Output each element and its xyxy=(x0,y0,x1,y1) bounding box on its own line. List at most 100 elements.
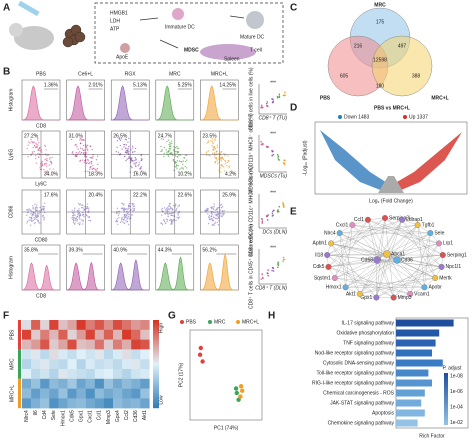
dot xyxy=(134,164,137,166)
dot xyxy=(28,208,30,210)
gene-label: Cd36 xyxy=(133,410,139,422)
cell-label: ApoE xyxy=(116,54,129,60)
heatmap-cell xyxy=(49,369,59,379)
gene-label: Il6 xyxy=(33,410,39,416)
dot xyxy=(37,214,39,216)
heatmap-cell xyxy=(40,388,50,399)
heatmap-cell xyxy=(85,339,95,350)
dot xyxy=(32,219,35,221)
gate-percent: 44.3% xyxy=(158,247,173,253)
summary-dot xyxy=(277,263,279,266)
dot xyxy=(83,215,85,218)
dot xyxy=(42,215,44,217)
dot xyxy=(74,222,76,224)
dot xyxy=(226,164,228,167)
legend-label: MRC xyxy=(214,319,226,325)
summary-dot xyxy=(261,220,264,223)
dot xyxy=(37,139,39,141)
dot xyxy=(44,144,46,147)
summary-dot xyxy=(282,94,285,97)
gene-node xyxy=(324,252,331,258)
dot xyxy=(128,202,131,205)
gene-label: Mertk xyxy=(439,275,452,281)
dot xyxy=(183,157,186,159)
summary-dot xyxy=(278,95,281,97)
dot xyxy=(34,217,36,220)
dot xyxy=(207,210,209,212)
heatmap-cell xyxy=(113,378,123,389)
dot xyxy=(169,206,171,208)
dot xyxy=(43,205,45,208)
edge xyxy=(376,259,394,298)
heatmap-cell xyxy=(85,359,95,370)
gene-label: Mmp3 xyxy=(398,295,412,301)
heatmap-cell xyxy=(113,320,123,330)
heatmap-cell xyxy=(58,349,68,360)
dot xyxy=(27,155,29,158)
dot xyxy=(169,207,171,210)
dot xyxy=(30,154,32,157)
dot xyxy=(77,213,80,215)
point xyxy=(200,359,205,364)
edge xyxy=(328,266,394,298)
gene-label: Nlrc4 xyxy=(324,230,336,236)
histogram xyxy=(155,256,194,291)
dot xyxy=(163,220,166,222)
immature-dc xyxy=(172,8,184,20)
heatmap-cell xyxy=(22,398,32,409)
dot xyxy=(85,162,88,165)
dot xyxy=(79,137,82,140)
dot xyxy=(134,170,137,173)
flow-plot xyxy=(66,130,105,179)
dot xyxy=(138,161,140,163)
edge xyxy=(359,219,403,295)
dot xyxy=(177,218,179,220)
dot xyxy=(133,209,135,211)
dot xyxy=(74,144,76,146)
summary-dot xyxy=(261,222,264,224)
summary-dot xyxy=(282,260,284,263)
dot xyxy=(172,218,175,221)
legend-label: PBS xyxy=(186,319,197,325)
heatmap-cell xyxy=(131,359,141,370)
dot xyxy=(161,223,164,226)
dot xyxy=(221,206,223,209)
dot xyxy=(123,203,125,205)
dot xyxy=(79,218,81,220)
flow-plot xyxy=(110,189,150,235)
dot xyxy=(76,218,78,221)
edge xyxy=(345,277,436,288)
dot xyxy=(115,150,118,153)
heatmap-cell xyxy=(140,320,150,330)
dot xyxy=(81,138,83,141)
flow-plot xyxy=(21,244,61,291)
dot xyxy=(82,144,85,147)
point xyxy=(238,394,243,399)
dot xyxy=(82,219,84,221)
dot xyxy=(178,154,180,156)
dot xyxy=(78,217,80,219)
dot xyxy=(168,204,171,207)
dot xyxy=(219,209,222,212)
dot xyxy=(223,152,225,155)
dot xyxy=(216,221,218,224)
dot xyxy=(162,138,165,141)
dot xyxy=(36,218,38,221)
legend-label: 1e-06 xyxy=(450,389,463,395)
dot xyxy=(173,151,176,153)
category-label: TNF signaling pathway xyxy=(343,340,394,346)
dot xyxy=(221,213,223,215)
dot xyxy=(175,209,177,211)
edge xyxy=(376,219,403,298)
dot xyxy=(81,148,84,150)
histogram xyxy=(21,85,60,121)
gene-label: Cd68 xyxy=(361,257,373,263)
dot xyxy=(161,214,163,216)
dot xyxy=(83,214,85,216)
dot xyxy=(221,165,224,167)
dot xyxy=(89,145,92,147)
edge xyxy=(330,219,403,244)
gene-label: Cd36 xyxy=(401,257,413,263)
legend-label: Down 1483 xyxy=(344,114,370,120)
heatmap-cell xyxy=(103,320,114,330)
